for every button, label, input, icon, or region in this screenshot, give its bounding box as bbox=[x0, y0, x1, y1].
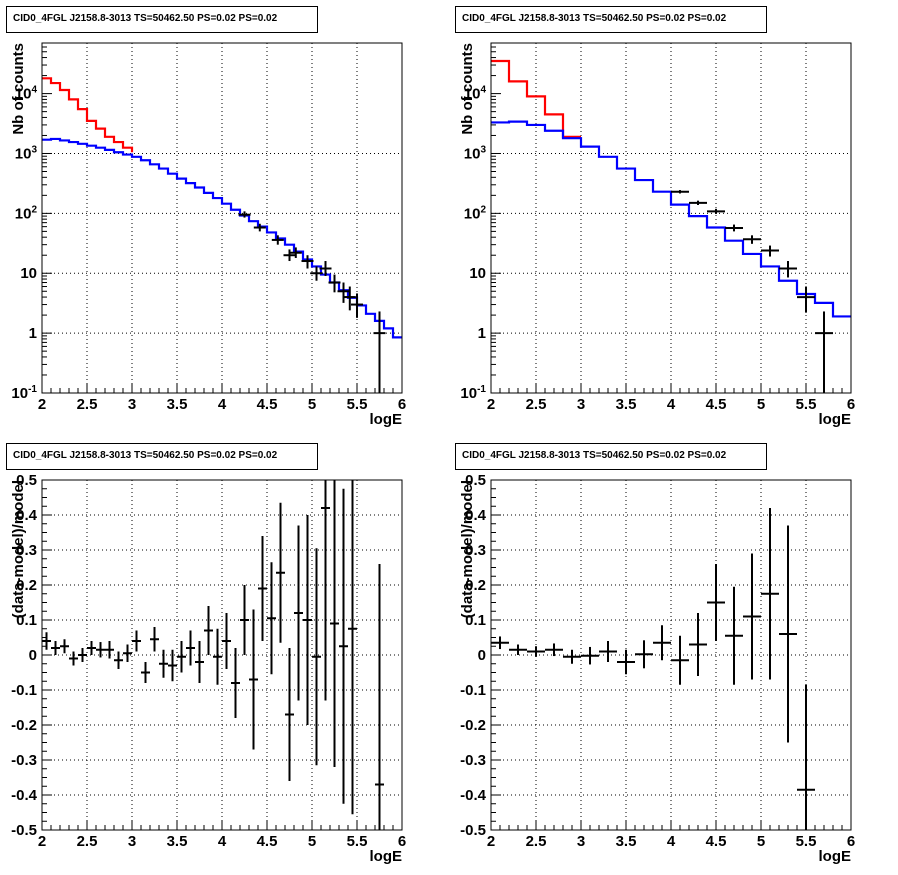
data-histogram-line bbox=[42, 77, 134, 153]
y-axis-label: (data-model)/model bbox=[459, 480, 476, 618]
y-axis-label: Nb of counts bbox=[10, 43, 27, 135]
x-tick-label: 4 bbox=[218, 833, 227, 850]
y-tick-label: -0.5 bbox=[460, 822, 486, 839]
y-tick-label: 0.2 bbox=[465, 577, 486, 594]
chart-0: 2 2.5 3 3.5 4 4.5 5 5.5 6 10-1 1 10 102 103 104 logE Nb … bbox=[10, 42, 406, 428]
x-tick-label: 3.5 bbox=[167, 833, 188, 850]
y-tick-label: 10 bbox=[469, 265, 486, 282]
y-tick-label: -0.3 bbox=[460, 752, 486, 769]
x-tick-label: 6 bbox=[398, 833, 406, 850]
y-tick-label: 10-1 bbox=[11, 384, 37, 402]
x-tick-label: 3 bbox=[577, 396, 585, 413]
y-tick-label: 10-1 bbox=[460, 384, 486, 402]
x-axis-label: logE bbox=[370, 411, 403, 428]
y-tick-label: -0.4 bbox=[11, 787, 38, 804]
y-tick-label: 0.2 bbox=[16, 577, 37, 594]
y-tick-label: 0.1 bbox=[465, 612, 486, 629]
y-tick-label: -0.2 bbox=[460, 717, 486, 734]
x-tick-label: 3.5 bbox=[616, 396, 637, 413]
y-tick-label: 0 bbox=[29, 647, 37, 664]
y-tick-label: 0.5 bbox=[465, 472, 486, 489]
x-tick-label: 5.5 bbox=[796, 396, 817, 413]
x-tick-label: 2 bbox=[38, 396, 46, 413]
x-axis-label: logE bbox=[370, 848, 403, 865]
x-tick-label: 2.5 bbox=[526, 396, 547, 413]
y-tick-label: 102 bbox=[15, 204, 38, 222]
y-axis-label: (data-model)/model bbox=[10, 480, 27, 618]
x-tick-label: 4 bbox=[218, 396, 227, 413]
x-tick-label: 6 bbox=[847, 396, 855, 413]
x-tick-label: 5 bbox=[757, 396, 765, 413]
x-tick-label: 4.5 bbox=[706, 833, 727, 850]
x-tick-label: 5 bbox=[757, 833, 765, 850]
model-histogram-line bbox=[42, 137, 402, 339]
x-tick-label: 3.5 bbox=[616, 833, 637, 850]
y-tick-label: 0.1 bbox=[16, 612, 37, 629]
x-tick-label: 4.5 bbox=[257, 833, 278, 850]
x-tick-label: 3 bbox=[128, 833, 136, 850]
y-tick-label: 102 bbox=[464, 204, 487, 222]
x-tick-label: 4.5 bbox=[706, 396, 727, 413]
chart-3: 2 2.5 3 3.5 4 4.5 5 5.5 6 -0.5 -0.4 -0.3 -0.2 -0.1 0 0.… bbox=[459, 472, 855, 865]
y-tick-label: -0.5 bbox=[11, 822, 37, 839]
x-tick-label: 6 bbox=[847, 833, 855, 850]
y-tick-label: 1 bbox=[29, 325, 37, 342]
x-tick-label: 2.5 bbox=[526, 833, 547, 850]
x-tick-label: 2.5 bbox=[77, 396, 98, 413]
y-tick-label: 0.3 bbox=[465, 542, 486, 559]
x-tick-label: 2.5 bbox=[77, 833, 98, 850]
plot-title-bottom-right: CID0_4FGL J2158.8-3013 TS=50462.50 PS=0.… bbox=[455, 443, 767, 470]
y-tick-label: -0.1 bbox=[11, 682, 37, 699]
y-tick-label: -0.3 bbox=[11, 752, 37, 769]
y-tick-label: -0.4 bbox=[460, 787, 487, 804]
x-tick-label: 5.5 bbox=[796, 833, 817, 850]
x-tick-label: 2 bbox=[38, 833, 46, 850]
y-tick-label: 0.4 bbox=[465, 507, 487, 524]
y-tick-label: -0.2 bbox=[11, 717, 37, 734]
y-tick-label: 1 bbox=[478, 325, 486, 342]
x-tick-label: 2 bbox=[487, 396, 495, 413]
x-tick-label: 6 bbox=[398, 396, 406, 413]
x-tick-label: 2 bbox=[487, 833, 495, 850]
x-tick-label: 4 bbox=[667, 396, 676, 413]
x-tick-label: 5 bbox=[308, 833, 316, 850]
chart-1: 2 2.5 3 3.5 4 4.5 5 5.5 6 10-1 1 10 102 103 104 logE Nb … bbox=[459, 42, 855, 428]
y-tick-label: 104 bbox=[15, 85, 38, 103]
x-tick-label: 3.5 bbox=[167, 396, 188, 413]
x-tick-label: 5.5 bbox=[347, 396, 368, 413]
plot-title-bottom-left: CID0_4FGL J2158.8-3013 TS=50462.50 PS=0.… bbox=[6, 443, 318, 470]
y-tick-label: 103 bbox=[15, 144, 38, 162]
x-tick-label: 5 bbox=[308, 396, 316, 413]
plot-title-top-left: CID0_4FGL J2158.8-3013 TS=50462.50 PS=0.… bbox=[6, 6, 318, 33]
model-histogram-line bbox=[491, 120, 851, 318]
y-tick-label: 0.3 bbox=[16, 542, 37, 559]
y-axis-label: Nb of counts bbox=[459, 43, 476, 135]
x-tick-label: 4.5 bbox=[257, 396, 278, 413]
y-tick-label: 104 bbox=[464, 85, 487, 103]
y-tick-label: 0 bbox=[478, 647, 486, 664]
y-tick-label: 0.5 bbox=[16, 472, 37, 489]
x-tick-label: 3 bbox=[128, 396, 136, 413]
data-histogram-line bbox=[491, 59, 581, 138]
y-tick-label: 10 bbox=[20, 265, 37, 282]
x-axis-label: logE bbox=[819, 411, 852, 428]
x-tick-label: 4 bbox=[667, 833, 676, 850]
y-tick-label: -0.1 bbox=[460, 682, 486, 699]
y-tick-label: 103 bbox=[464, 144, 487, 162]
x-tick-label: 5.5 bbox=[347, 833, 368, 850]
x-tick-label: 3 bbox=[577, 833, 585, 850]
x-axis-label: logE bbox=[819, 848, 852, 865]
plot-title-top-right: CID0_4FGL J2158.8-3013 TS=50462.50 PS=0.… bbox=[455, 6, 767, 33]
y-tick-label: 0.4 bbox=[16, 507, 38, 524]
chart-2: 2 2.5 3 3.5 4 4.5 5 5.5 6 -0.5 -0.4 -0.3 -0.2 -0.1 0 0.… bbox=[10, 472, 406, 865]
